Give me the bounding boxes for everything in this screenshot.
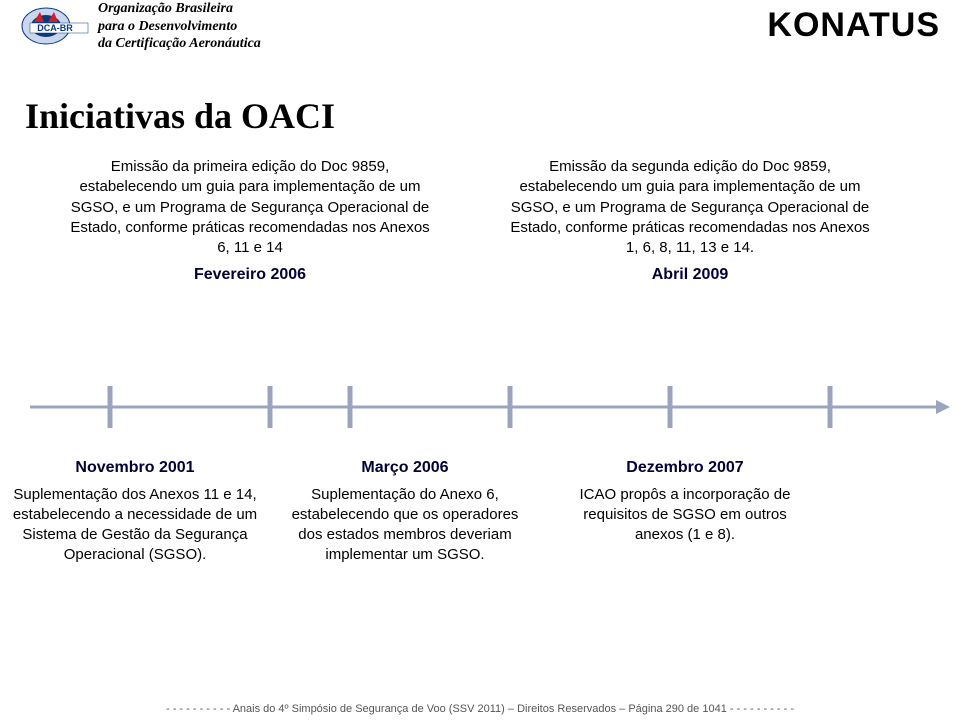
logo-left-group: DCA-BR Organização Brasileira para o Des…	[20, 0, 261, 53]
org-line3: da Certificação Aeronáutica	[98, 35, 261, 53]
event-date: Fevereiro 2006	[70, 264, 430, 286]
event-top-left: Emissão da primeira edição do Doc 9859, …	[70, 157, 430, 286]
svg-text:DCA-BR: DCA-BR	[37, 23, 73, 33]
page-title: Iniciativas da OACI	[25, 95, 960, 137]
event-text: Emissão da primeira edição do Doc 9859, …	[70, 157, 430, 258]
event-bottom-right: Dezembro 2007 ICAO propôs a incorporação…	[560, 457, 810, 545]
konatus-logo: KONATUS	[767, 6, 940, 45]
org-line2: para o Desenvolvimento	[98, 18, 261, 36]
event-date: Novembro 2001	[10, 457, 260, 479]
org-text: Organização Brasileira para o Desenvolvi…	[98, 0, 261, 53]
event-bottom-mid: Março 2006 Suplementação do Anexo 6, est…	[280, 457, 530, 566]
event-bottom-left: Novembro 2001 Suplementação dos Anexos 1…	[10, 457, 260, 566]
event-date: Abril 2009	[510, 264, 870, 286]
page-footer: - - - - - - - - - - Anais do 4º Simpósio…	[0, 703, 960, 715]
event-date: Março 2006	[280, 457, 530, 479]
event-text: ICAO propôs a incorporação de requisitos…	[560, 485, 810, 546]
event-text: Emissão da segunda edição do Doc 9859, e…	[510, 157, 870, 258]
event-text: Suplementação dos Anexos 11 e 14, estabe…	[10, 485, 260, 566]
org-line1: Organização Brasileira	[98, 0, 261, 18]
timeline-axis	[30, 376, 950, 438]
page-header: DCA-BR Organização Brasileira para o Des…	[0, 0, 960, 70]
timeline-content: Emissão da primeira edição do Doc 9859, …	[0, 137, 960, 677]
dca-br-logo: DCA-BR	[20, 5, 90, 47]
event-date: Dezembro 2007	[560, 457, 810, 479]
event-top-right: Emissão da segunda edição do Doc 9859, e…	[510, 157, 870, 286]
event-text: Suplementação do Anexo 6, estabelecendo …	[280, 485, 530, 566]
